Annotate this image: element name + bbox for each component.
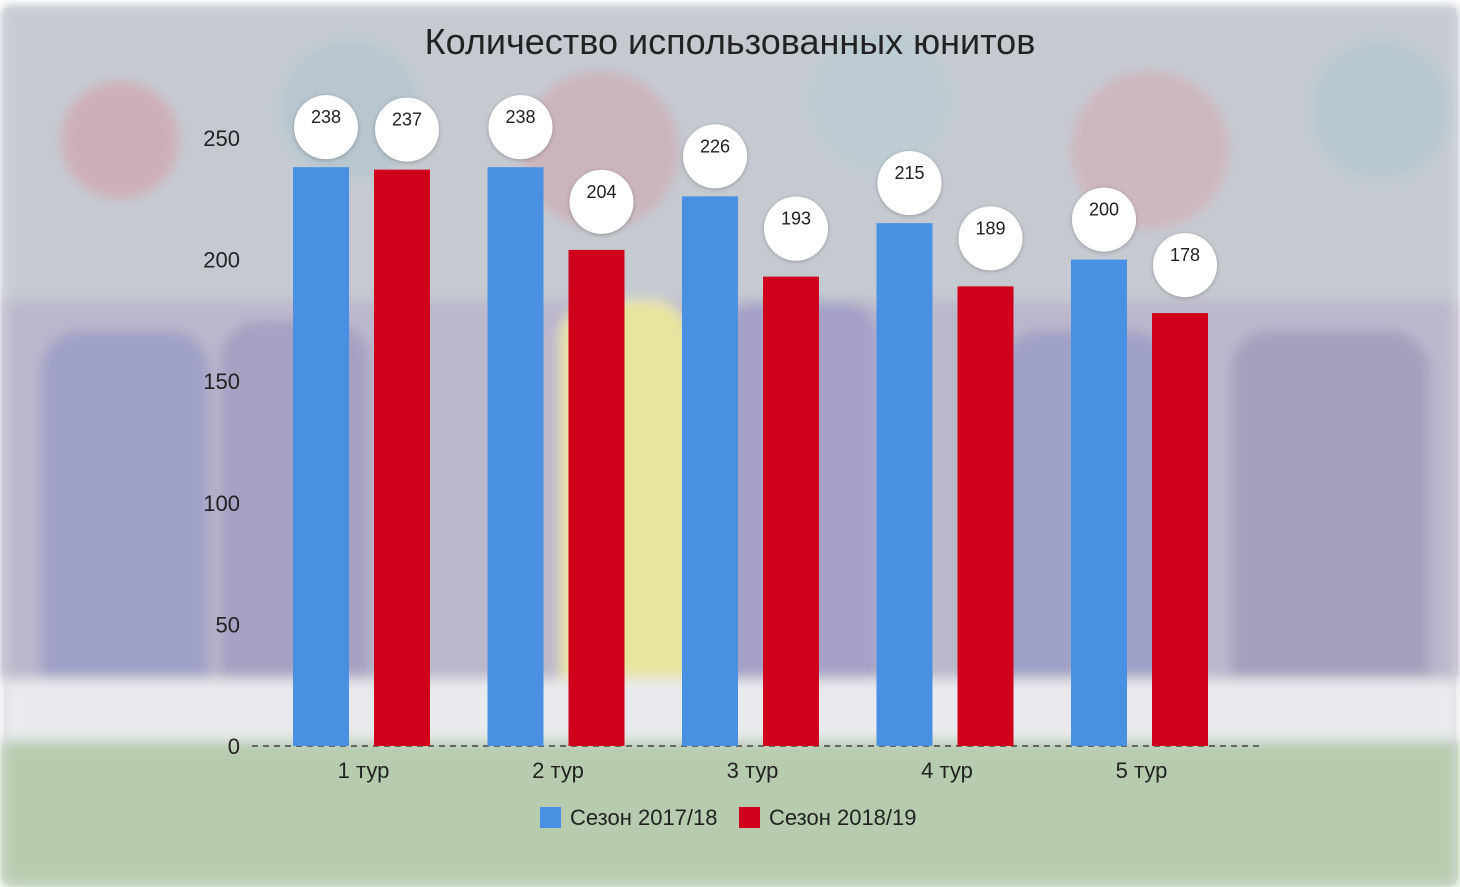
bar-2017-18-5 bbox=[1071, 259, 1127, 746]
data-label-bubble bbox=[683, 124, 747, 189]
y-tick-label: 150 bbox=[203, 369, 240, 394]
bar-2018-19-3 bbox=[763, 276, 819, 746]
data-label-value: 215 bbox=[894, 163, 924, 183]
bar-2018-19-1 bbox=[374, 169, 430, 747]
y-axis: 0 50 100 150 200 250 bbox=[203, 126, 240, 759]
data-label-value: 189 bbox=[975, 218, 1005, 238]
data-label-value: 238 bbox=[311, 107, 341, 127]
data-label-bubble bbox=[488, 95, 553, 160]
data-label-value: 193 bbox=[781, 209, 811, 229]
bar-2017-18-3 bbox=[682, 196, 738, 747]
bar-2017-18-2 bbox=[487, 167, 544, 746]
bar-2017-18-1 bbox=[293, 167, 349, 746]
legend-label-2017-18: Сезон 2017/18 bbox=[570, 805, 718, 830]
data-label-value: 237 bbox=[392, 110, 422, 130]
data-label-value: 226 bbox=[700, 136, 730, 156]
bar-2017-18-4 bbox=[876, 223, 933, 746]
legend-swatch-2018-19 bbox=[739, 807, 760, 828]
legend-label-2018-19: Сезон 2018/19 bbox=[769, 805, 917, 830]
legend-swatch-2017-18 bbox=[540, 807, 561, 828]
data-label-bubble bbox=[1153, 233, 1217, 298]
y-tick-label: 100 bbox=[203, 491, 240, 516]
x-tick-label: 2 тур bbox=[532, 758, 584, 783]
data-label-bubble bbox=[764, 196, 828, 261]
data-label-value: 238 bbox=[505, 107, 535, 127]
data-label-value: 200 bbox=[1089, 200, 1119, 220]
bar-series bbox=[293, 167, 1208, 747]
bar-2018-19-2 bbox=[568, 249, 625, 746]
y-tick-label: 200 bbox=[203, 248, 240, 273]
x-tick-label: 4 тур bbox=[921, 758, 973, 783]
data-label-value: 178 bbox=[1170, 245, 1200, 265]
y-tick-label: 50 bbox=[216, 612, 240, 637]
bar-2018-19-4 bbox=[957, 286, 1014, 746]
data-labels: 238 237 238 204 226 193 215 189 200 178 bbox=[294, 95, 1217, 298]
x-axis-labels: 1 тур 2 тур 3 тур 4 тур 5 тур bbox=[338, 758, 1168, 783]
data-label-value: 204 bbox=[586, 182, 616, 202]
x-tick-label: 3 тур bbox=[727, 758, 779, 783]
data-label-bubble bbox=[294, 95, 358, 160]
y-tick-label: 250 bbox=[203, 126, 240, 151]
data-label-bubble bbox=[375, 97, 439, 162]
x-tick-label: 5 тур bbox=[1116, 758, 1168, 783]
x-tick-label: 1 тур bbox=[338, 758, 390, 783]
data-label-bubble bbox=[1072, 187, 1136, 252]
data-label-bubble bbox=[877, 151, 942, 216]
y-tick-label: 0 bbox=[228, 734, 240, 759]
bar-2018-19-5 bbox=[1152, 313, 1208, 746]
legend: Сезон 2017/18 Сезон 2018/19 bbox=[540, 805, 917, 830]
data-label-bubble bbox=[569, 169, 634, 234]
chart-title: Количество использованных юнитов bbox=[425, 21, 1036, 62]
data-label-bubble bbox=[958, 206, 1023, 271]
